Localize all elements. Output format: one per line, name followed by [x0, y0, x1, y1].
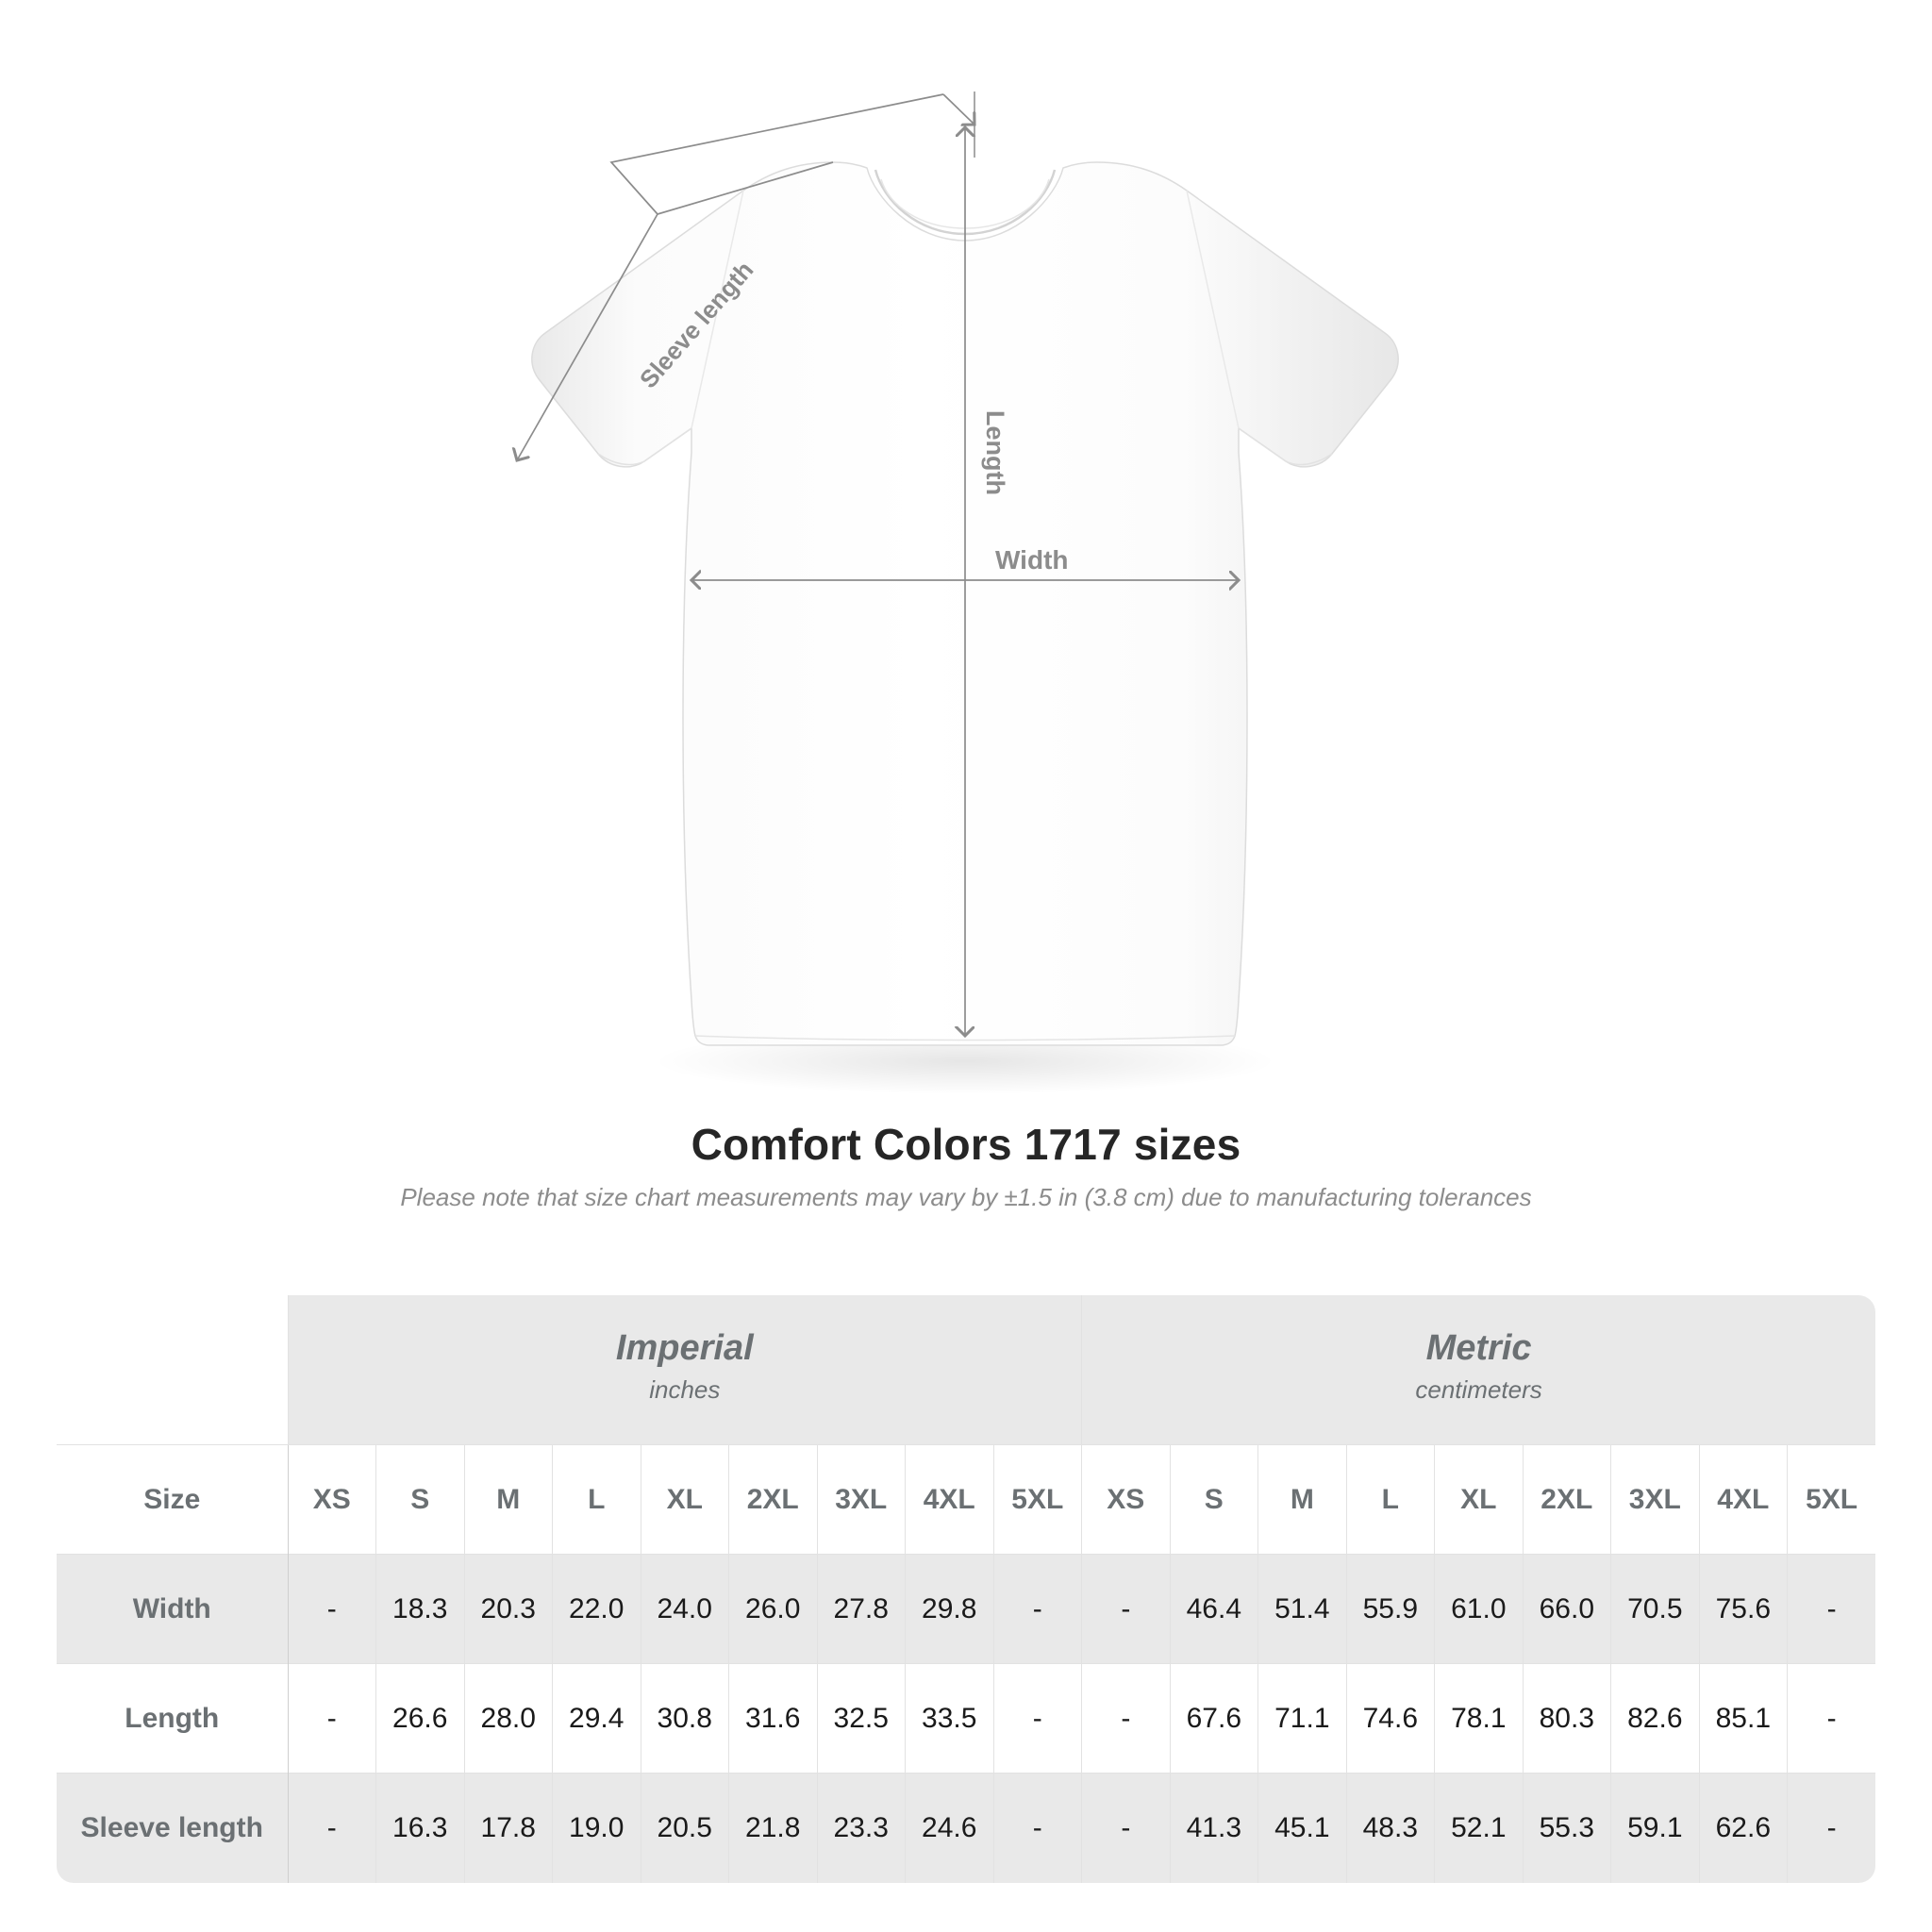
svg-text:Width: Width [995, 545, 1069, 575]
svg-text:Length: Length [981, 410, 1009, 495]
